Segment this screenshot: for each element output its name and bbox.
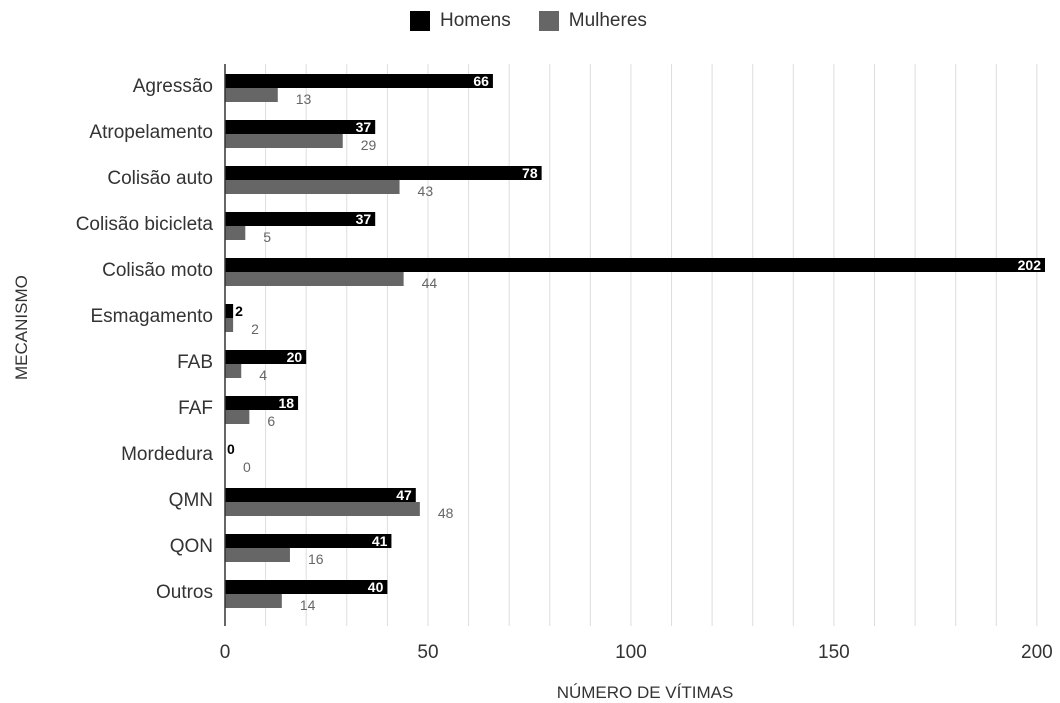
legend-label-homens: Homens <box>440 10 511 31</box>
chart-legend: Homens Mulheres <box>410 10 665 32</box>
data-label: 6 <box>267 413 275 429</box>
data-label: 44 <box>422 275 438 291</box>
data-label: 202 <box>1018 257 1042 273</box>
category-label: Agressão <box>133 76 213 97</box>
data-label: 37 <box>356 119 372 135</box>
category-label: FAB <box>177 352 213 373</box>
bar-homens <box>225 580 388 594</box>
bar-mulheres <box>225 364 242 378</box>
bar-homens <box>225 534 392 548</box>
category-label: Atropelamento <box>89 122 213 143</box>
data-label: 4 <box>259 367 267 383</box>
bar-mulheres <box>225 594 282 608</box>
bar-homens <box>225 488 416 502</box>
data-label: 20 <box>287 349 303 365</box>
bar-homens <box>225 258 1045 272</box>
bar-homens <box>225 350 307 364</box>
x-tick-label: 0 <box>220 642 231 663</box>
data-label: 14 <box>300 597 316 613</box>
data-label: 0 <box>243 459 251 475</box>
category-label: Colisão bicicleta <box>76 214 214 235</box>
bar-mulheres <box>225 226 246 240</box>
data-label: 29 <box>361 137 377 153</box>
data-label: 43 <box>418 183 434 199</box>
data-label: 40 <box>368 579 384 595</box>
bar-homens <box>225 212 376 226</box>
x-tick-label: 150 <box>818 642 850 663</box>
data-label: 78 <box>522 165 538 181</box>
category-label: QMN <box>169 490 213 511</box>
data-label: 16 <box>308 551 324 567</box>
data-label: 0 <box>227 441 235 457</box>
legend-item-mulheres: Mulheres <box>538 10 647 32</box>
category-label: FAF <box>178 398 213 419</box>
bar-mulheres <box>225 134 343 148</box>
y-axis-title: MECANISMO <box>12 275 31 380</box>
bar-mulheres <box>225 180 400 194</box>
data-label: 47 <box>396 487 412 503</box>
bar-homens <box>225 396 299 410</box>
x-tick-label: 200 <box>1021 642 1053 663</box>
x-axis-title: NÚMERO DE VÍTIMAS <box>556 683 734 702</box>
data-label: 5 <box>263 229 271 245</box>
bar-homens <box>225 120 376 134</box>
bar-homens <box>225 166 542 180</box>
legend-swatch-mulheres <box>538 11 559 31</box>
x-tick-label: 50 <box>417 642 438 663</box>
bar-mulheres <box>225 272 404 286</box>
data-label: 66 <box>473 73 489 89</box>
data-label: 18 <box>278 395 294 411</box>
bar-mulheres <box>225 88 278 102</box>
bar-mulheres <box>225 318 234 332</box>
category-label: Colisão auto <box>107 168 213 189</box>
data-label: 37 <box>356 211 372 227</box>
bar-mulheres <box>225 548 290 562</box>
bar-homens <box>225 74 493 88</box>
data-label: 41 <box>372 533 388 549</box>
category-label: Colisão moto <box>102 260 213 281</box>
category-label: Mordedura <box>121 444 213 465</box>
bar-homens <box>225 304 234 318</box>
bar-mulheres <box>225 410 250 424</box>
data-label: 2 <box>235 303 243 319</box>
legend-label-mulheres: Mulheres <box>568 10 647 31</box>
category-label: Outros <box>156 582 213 603</box>
legend-item-homens: Homens <box>410 10 511 32</box>
category-label: QON <box>170 536 213 557</box>
data-label: 2 <box>251 321 259 337</box>
x-tick-label: 100 <box>615 642 647 663</box>
data-label: 48 <box>438 505 454 521</box>
data-label: 13 <box>296 91 312 107</box>
category-label: Esmagamento <box>90 306 213 327</box>
bar-mulheres <box>225 502 420 516</box>
legend-swatch-homens <box>410 11 430 31</box>
